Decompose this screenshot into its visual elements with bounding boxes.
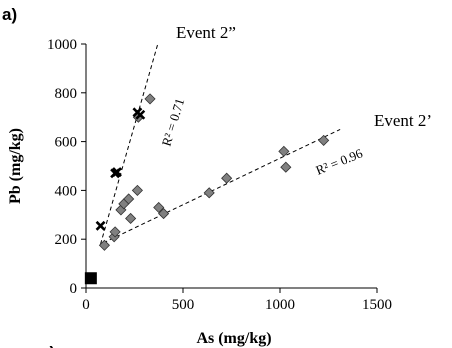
diamond-point — [318, 134, 330, 146]
r2-label-event-2-single: R² = 0.96 — [314, 145, 366, 178]
x-tick-label: 500 — [172, 297, 195, 313]
diamond-point — [123, 193, 135, 205]
y-tick-label: 0 — [70, 281, 78, 297]
x-tick-label: 1500 — [362, 297, 392, 313]
y-tick-label: 600 — [55, 135, 78, 151]
diamond-point — [98, 239, 110, 251]
trendlines — [100, 43, 341, 245]
trendline-0 — [100, 43, 159, 245]
diamond-point — [144, 93, 156, 105]
y-axis-title: Pb (mg/kg) — [7, 128, 24, 204]
diamond-point — [153, 201, 165, 214]
diamond-point — [278, 145, 290, 157]
y-tick-label: 200 — [55, 232, 78, 248]
axes — [85, 44, 377, 289]
x-point — [112, 167, 122, 178]
y-tick-label: 800 — [55, 86, 78, 102]
x-tick-label: 0 — [82, 297, 90, 313]
x-point — [95, 220, 106, 231]
panel-label: a) — [2, 5, 17, 24]
diamond-point — [125, 212, 137, 225]
data-points — [84, 93, 330, 285]
diamond-point — [221, 172, 233, 184]
r2-label-event-2-double: R² = 0.71 — [159, 96, 188, 147]
diamond-point — [280, 161, 292, 173]
next-panel-label-cutoff: c) — [40, 343, 55, 348]
x-ticks: 0 500 1000 1500 — [82, 288, 392, 313]
square-point — [84, 272, 97, 285]
trendline-1 — [103, 128, 341, 244]
y-tick-label: 400 — [55, 183, 78, 199]
x-point — [135, 109, 146, 120]
x-tick-label: 1000 — [265, 297, 295, 313]
x-axis-title: As (mg/kg) — [196, 330, 271, 347]
diamond-point — [158, 208, 170, 220]
event-2-single-label: Event 2’ — [374, 111, 432, 130]
diamond-point — [131, 184, 143, 196]
event-2-double-label: Event 2” — [176, 23, 236, 42]
y-tick-label: 1000 — [47, 37, 77, 53]
y-ticks: 0 200 400 600 800 1000 — [47, 37, 86, 297]
diamond-point — [109, 226, 121, 238]
diamond-point — [203, 187, 215, 199]
